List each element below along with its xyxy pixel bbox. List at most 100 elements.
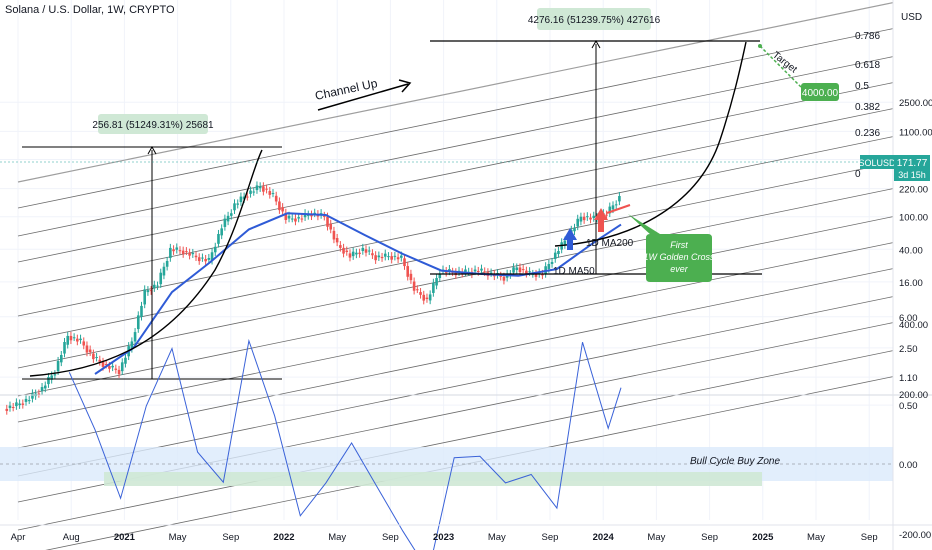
candle-body [255, 185, 259, 191]
candle-body [76, 338, 79, 342]
channel-label: Channel Up [314, 76, 379, 103]
candle-body [367, 250, 371, 252]
candle-body [489, 272, 493, 274]
candle-body [60, 355, 63, 363]
red-ma-segment [606, 204, 631, 214]
price-tick: 2.50 [899, 344, 918, 355]
candle-body [518, 267, 522, 273]
candle-body [242, 196, 246, 200]
candle-body [342, 247, 345, 254]
candle-body [5, 408, 9, 411]
candle-body [448, 269, 451, 272]
candle-body [377, 255, 381, 258]
candle-body [332, 230, 336, 240]
candle-body [403, 258, 406, 267]
golden-cross-line3: ever [670, 264, 689, 274]
candle-body [239, 196, 243, 203]
candle-body [133, 332, 137, 342]
channel-line [17, 28, 894, 209]
candle-body [124, 357, 127, 364]
candle-body [178, 250, 182, 252]
candle-body [432, 282, 435, 293]
channel-line [17, 350, 894, 531]
chart-annotations: Channel Up Target 4000.00 1D MA50 1D MA200 Fi… [314, 44, 839, 282]
candle-body [108, 366, 111, 369]
candle-body [11, 407, 15, 409]
candle-body [210, 252, 214, 261]
candle-body [592, 215, 596, 219]
candle-body [63, 342, 66, 354]
candle-body [528, 271, 531, 273]
candle-body [396, 257, 400, 260]
time-tick: Sep [861, 532, 878, 543]
ma50-label: 1D MA50 [553, 266, 595, 277]
candle-body [220, 228, 223, 236]
candle-body [101, 361, 105, 367]
candle-body [95, 357, 98, 359]
candle-body [355, 252, 358, 255]
candle-body [605, 214, 608, 216]
channel-line [17, 242, 894, 423]
candle-body [287, 215, 291, 219]
candle-body [611, 205, 615, 210]
time-tick: 2022 [273, 532, 294, 543]
candle-body [278, 201, 281, 211]
candle-body [85, 345, 89, 353]
osc-tick: 0.00 [899, 460, 918, 471]
candle-body [473, 269, 477, 272]
candle-body [111, 365, 114, 368]
candle-body [297, 217, 300, 219]
oscillator-pane: Bull Cycle Buy Zone [0, 338, 932, 550]
fib-label: 0.5 [855, 81, 869, 92]
candle-body [306, 214, 310, 216]
candle-body [502, 276, 506, 281]
candle-body [15, 402, 18, 407]
candle-body [207, 257, 211, 260]
channel-line [17, 268, 894, 449]
fib-channel [17, 2, 894, 550]
candle-body [409, 273, 413, 281]
candle-body [181, 250, 185, 255]
candle-body [47, 377, 50, 385]
candle-body [553, 252, 557, 260]
time-tick: Sep [701, 532, 718, 543]
candle-body [104, 363, 108, 365]
golden-cross-line1: First [670, 240, 688, 250]
golden-cross-line2: 1W Golden Cross [643, 252, 715, 262]
candle-body [563, 240, 567, 246]
candle-body [197, 257, 201, 262]
time-tick: 2021 [114, 532, 136, 543]
time-tick: May [169, 532, 187, 543]
candle-body [515, 267, 519, 271]
candle-body [310, 214, 313, 217]
candle-body [249, 190, 252, 194]
candle-body [547, 263, 551, 269]
target-price-label: 4000.00 [802, 88, 839, 99]
candle-body [576, 218, 580, 227]
measure1-label: 256.81 (51249.31%) 25681 [92, 120, 214, 131]
candle-body [98, 359, 102, 362]
candle-body [213, 246, 217, 253]
candle-body [326, 216, 329, 227]
price-tick: 1100.00 [899, 127, 932, 138]
osc-tick: 200.00 [899, 390, 928, 401]
candle-body [390, 256, 393, 260]
last-price: 171.77 [897, 158, 928, 169]
candle-body [348, 253, 352, 258]
time-tick: 2023 [433, 532, 454, 543]
oscillator-line [68, 338, 622, 550]
channel-line [17, 108, 894, 289]
candle-body [50, 375, 53, 380]
candle-body [191, 252, 195, 255]
candle-body [614, 204, 618, 206]
candle-body [27, 400, 31, 402]
candle-body [172, 249, 175, 252]
price-tick: 220.00 [899, 185, 928, 196]
candle-body [329, 223, 333, 230]
bull-zone-label: Bull Cycle Buy Zone [690, 456, 780, 467]
candle-body [204, 258, 207, 262]
candle-body [162, 266, 166, 276]
candle-body [79, 338, 82, 341]
